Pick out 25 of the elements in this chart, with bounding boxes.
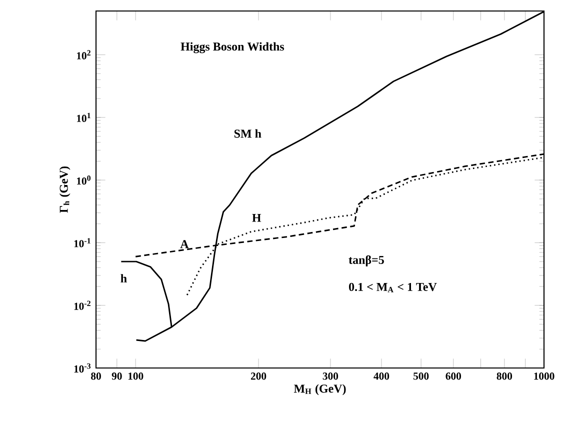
x-tick-label: 300 <box>322 372 338 380</box>
y-tick-label: 10$^{2}$ <box>77 50 90 60</box>
series-label: SM h <box>234 129 262 138</box>
series-label: h <box>120 274 127 282</box>
x-tick-label: 80 <box>91 372 101 380</box>
y-tick-label: 10$^{1}$ <box>77 112 90 122</box>
x-tick-label: 500 <box>413 372 429 380</box>
x-tick-label: 400 <box>374 372 390 380</box>
y-tick-label: 10$^{0}$ <box>77 175 91 185</box>
x-axis-title: M$_{H}$ (GeV) <box>294 384 346 396</box>
y-tick-label: 10$^{-2}$ <box>74 300 90 310</box>
y-tick-label: 10$^{-3}$ <box>74 363 91 373</box>
series-label: H <box>252 214 262 222</box>
series-label: A <box>180 240 189 248</box>
y-tick-label: 10$^{-1}$ <box>74 238 90 248</box>
y-axis-title: Γ$_{h}$ (GeV) <box>59 166 70 213</box>
x-tick-label: 90 <box>112 372 122 380</box>
x-tick-label: 100 <box>128 372 144 380</box>
annotation: 0.1 < M$_{A}$ < 1 TeV <box>349 282 437 292</box>
annotation: tanβ=5 <box>348 255 384 266</box>
text: Higgs Boson Widths <box>180 42 284 54</box>
x-tick-label: 200 <box>250 372 266 380</box>
x-tick-label: 800 <box>496 372 512 380</box>
x-tick-label: 1000 <box>534 372 554 380</box>
x-tick-label: 600 <box>446 372 461 380</box>
